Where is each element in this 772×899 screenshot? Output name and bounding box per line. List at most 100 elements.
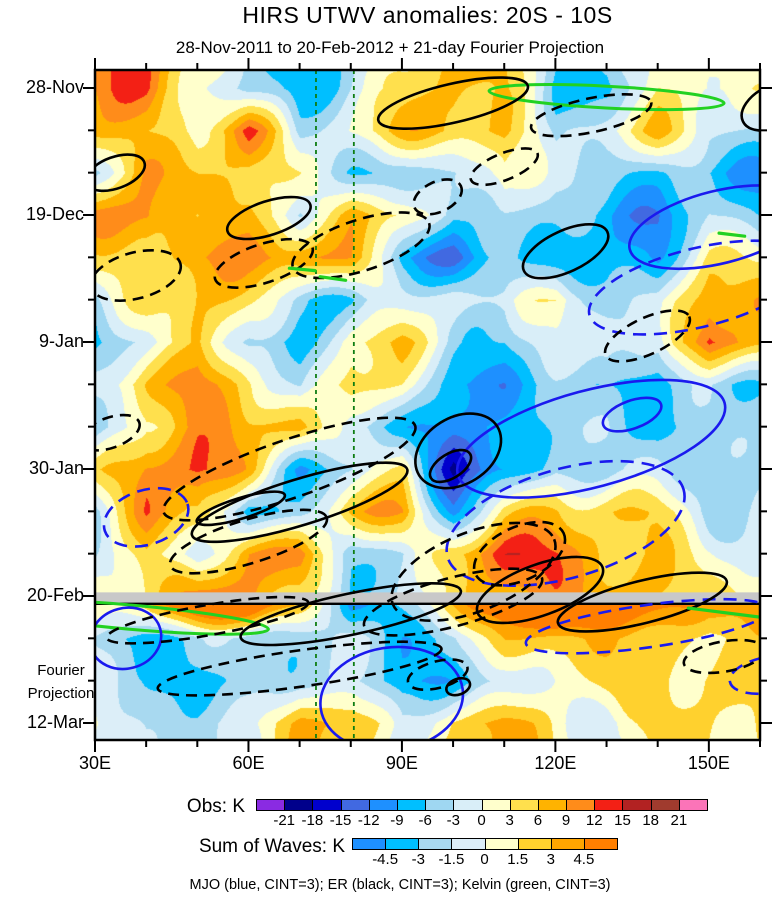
kelvin-contour-solid	[95, 598, 270, 636]
er-contour-dashed	[161, 416, 417, 522]
colorbar-cell	[340, 799, 370, 811]
y-tick-label: 19-Dec	[25, 204, 84, 224]
kelvin-contour-segment	[686, 606, 760, 619]
colorbar-cell	[678, 799, 708, 811]
x-tick-label: 150E	[687, 753, 730, 773]
y-tick-label: 12-Mar	[26, 712, 84, 732]
colorbar-cell	[453, 799, 483, 811]
colorbar-tick-label: 6	[533, 812, 543, 829]
colorbar-tick-label: 21	[670, 812, 688, 829]
er-contour-dashed	[390, 521, 557, 622]
colorbar-cell	[385, 838, 420, 850]
er-contour-solid	[225, 195, 312, 241]
obs-colorbar	[256, 799, 708, 811]
colorbar-tick-label: 3	[505, 812, 514, 829]
colorbar-tick-label: -18	[301, 812, 324, 829]
mjo-contour-dashed	[445, 459, 686, 588]
colorbar-cell	[566, 799, 596, 811]
er-contour-solid	[475, 555, 605, 625]
kelvin-contour-segment	[318, 275, 348, 282]
er-contour-solid	[414, 412, 503, 490]
colorbar-cell	[481, 799, 511, 811]
fourier-note-line: Fourier	[37, 662, 85, 679]
er-contour-solid	[95, 153, 147, 193]
waves-colorbar	[352, 838, 618, 850]
er-contour-dashed	[682, 638, 760, 675]
y-tick-label: 30-Jan	[28, 458, 84, 478]
colorbar-tick-label: -21	[273, 812, 296, 829]
er-contour-solid	[190, 461, 409, 544]
er-contour-solid	[740, 80, 760, 132]
er-contour-dashed	[406, 658, 469, 692]
colorbar-tick-label: -3	[411, 851, 425, 868]
colorbar-tick-label: 12	[585, 812, 603, 829]
colorbar-tick-label: -12	[357, 812, 380, 829]
colorbar-cell	[352, 838, 387, 850]
colorbar-tick-label: -3	[446, 812, 460, 829]
colorbar-cell	[594, 799, 624, 811]
colorbar-cell	[284, 799, 314, 811]
colorbar-tick-label: -15	[329, 812, 352, 829]
colorbar-tick-label: -9	[390, 812, 404, 829]
er-contour-dashed	[412, 178, 464, 216]
x-tick-label: 120E	[534, 753, 577, 773]
colorbar-cell	[622, 799, 652, 811]
er-contour-solid	[445, 676, 472, 697]
mjo-contour-dashed	[524, 597, 760, 655]
er-contour-dashed	[469, 147, 540, 187]
er-contour-dashed	[213, 237, 315, 289]
kelvin-contour-segment	[287, 266, 317, 273]
er-contour-dashed	[156, 640, 443, 697]
colorbar-cell	[368, 799, 398, 811]
kelvin-contour-solid	[487, 83, 726, 112]
contours-group	[95, 70, 760, 740]
colorbar-cell	[418, 838, 453, 850]
colorbar-tick-label: -4.5	[372, 851, 399, 868]
plot-frame	[93, 68, 762, 742]
page-title: HIRS UTWV anomalies: 20S - 10S	[242, 2, 613, 28]
y-tick-label: 28-Nov	[25, 77, 84, 97]
colorbar-cell	[537, 799, 568, 811]
colorbar-tick-label: 3	[546, 851, 555, 868]
mjo-contour-solid	[319, 645, 465, 740]
colorbar-tick-label: 9	[561, 812, 571, 829]
fourier-projection-note: Fourier Projection	[12, 659, 110, 705]
er-contour-solid	[239, 581, 463, 647]
axis-ticks	[83, 58, 772, 752]
colorbar-tick-label: 15	[614, 812, 631, 829]
colorbar-cell	[484, 838, 519, 850]
x-tick-label: 60E	[232, 753, 265, 773]
subtitle: 28-Nov-2011 to 20-Feb-2012 + 21-day Four…	[175, 38, 605, 57]
waves-colorbar-label: Sum of Waves: K	[198, 836, 345, 857]
er-contour-solid	[521, 223, 610, 280]
er-contour-dashed	[168, 508, 329, 575]
legend-caption: MJO (blue, CINT=3); ER (black, CINT=3); …	[189, 877, 611, 893]
er-contour-dashed	[529, 93, 653, 138]
er-contour-dashed	[105, 595, 310, 645]
colorbar-cell	[396, 799, 427, 811]
colorbar-cell	[583, 838, 618, 850]
colorbar-cell	[509, 799, 539, 811]
colorbar-cell	[517, 838, 552, 850]
er-contour-dashed	[362, 567, 544, 637]
colorbar-tick-label: 4.5	[573, 851, 595, 868]
er-contour-dashed	[603, 309, 692, 363]
y-tick-label: 9-Jan	[38, 331, 84, 351]
colorbar-cell	[550, 838, 585, 850]
er-contour-dashed	[95, 248, 183, 302]
colorbar-tick-label: 18	[642, 812, 659, 829]
colorbar-cell	[425, 799, 455, 811]
colorbar-tick-label: -1.5	[438, 851, 465, 868]
kelvin-contour-segment	[717, 231, 747, 238]
er-contour-dashed	[95, 413, 141, 452]
colorbar-tick-label: 0	[480, 851, 489, 868]
mjo-contour-solid	[601, 396, 663, 433]
mjo-contour-solid	[628, 184, 760, 271]
colorbar-tick-label: 1.5	[507, 851, 529, 868]
er-contour-dashed	[472, 520, 567, 587]
x-tick-label: 90E	[385, 753, 418, 773]
hovmoller-field-canvas	[95, 70, 760, 740]
colorbar-cell	[650, 799, 680, 811]
